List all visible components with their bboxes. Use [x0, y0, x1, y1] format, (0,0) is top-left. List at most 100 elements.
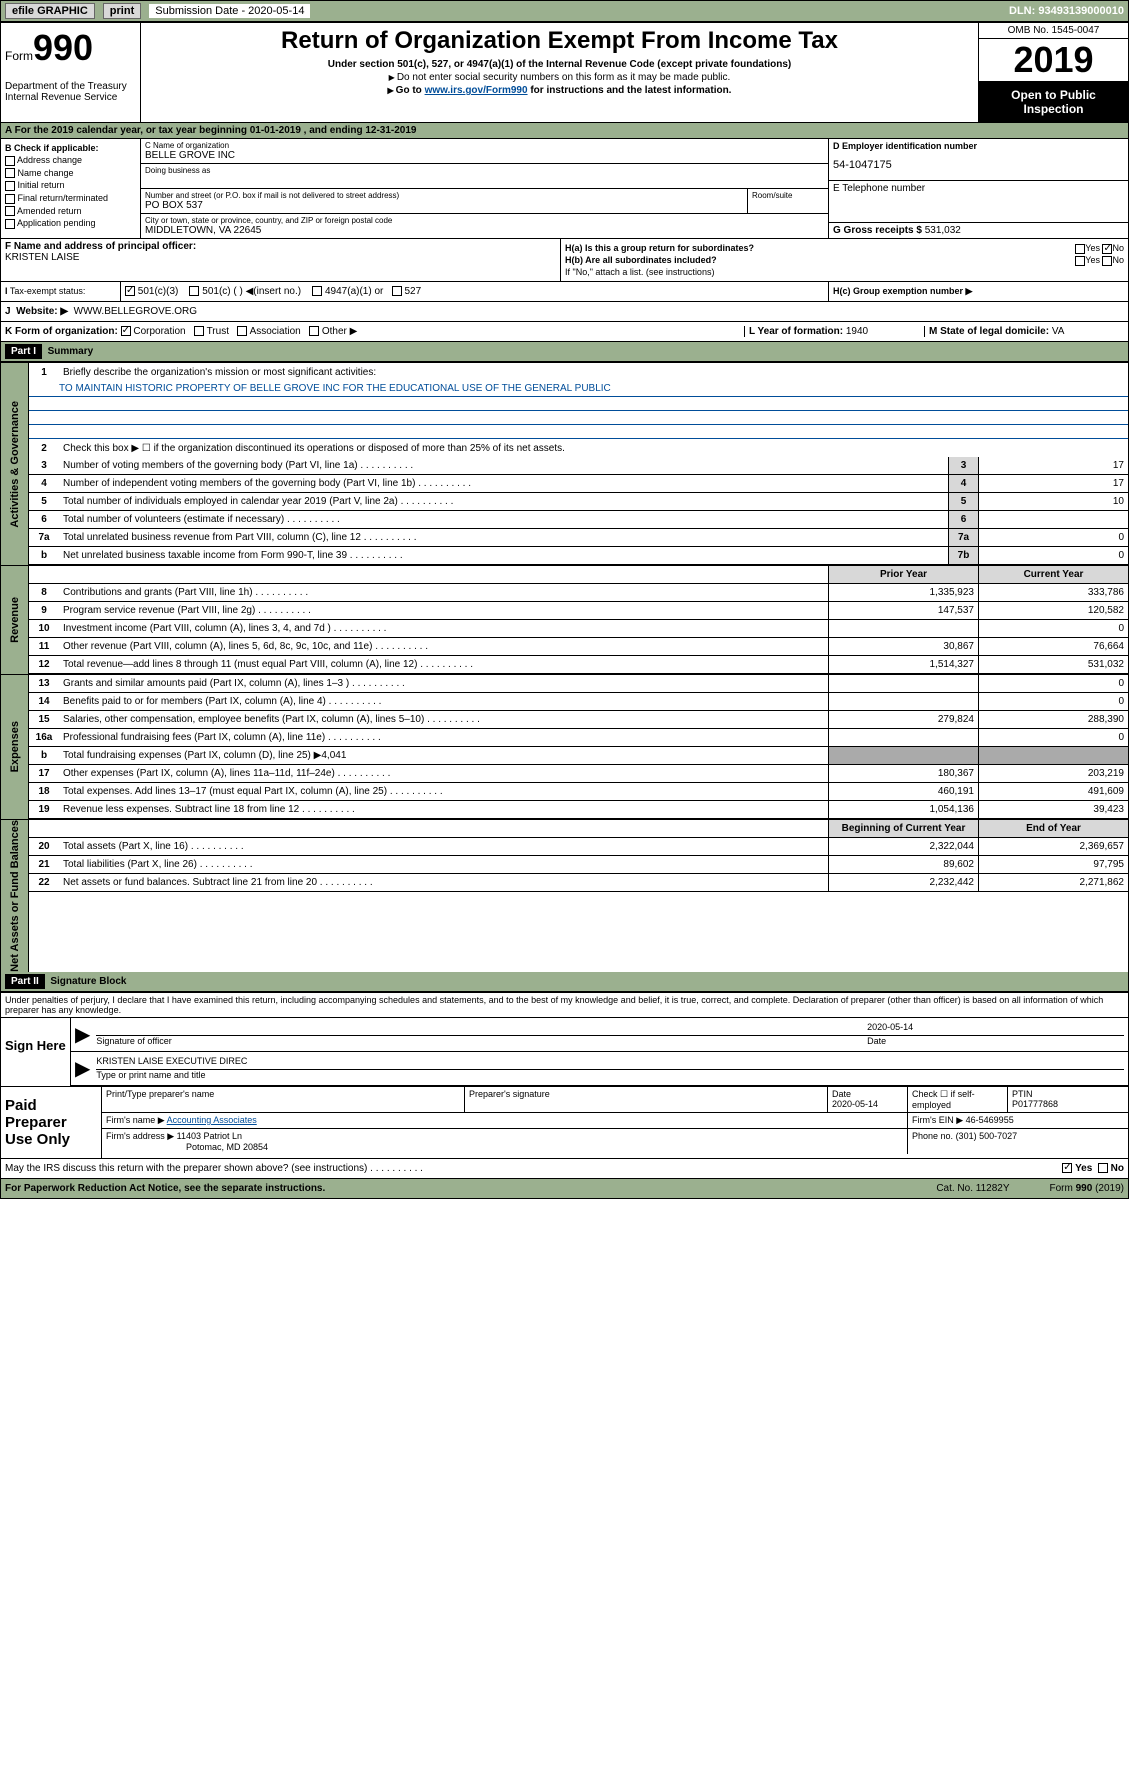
tax-year: 2019 — [979, 39, 1128, 82]
part2-header: Part II Signature Block — [1, 972, 1128, 993]
discuss-no-checkbox[interactable] — [1098, 1163, 1108, 1173]
f-label: F Name and address of principal officer: — [5, 241, 556, 252]
501c-checkbox[interactable] — [189, 286, 199, 296]
k-label: K Form of organization: — [5, 326, 118, 337]
side-expenses: Expenses — [9, 721, 21, 772]
sig-date: 2020-05-14 — [867, 1022, 1124, 1036]
discuss-yes-checkbox[interactable] — [1062, 1163, 1072, 1173]
paid-preparer-label: Paid Preparer Use Only — [1, 1087, 101, 1158]
ein-value: 54-1047175 — [833, 159, 1124, 171]
f-value: KRISTEN LAISE — [5, 252, 556, 263]
tax-year-text: For the 2019 calendar year, or tax year … — [15, 125, 417, 136]
f-officer: F Name and address of principal officer:… — [1, 239, 561, 281]
topbar: efile GRAPHIC print Submission Date - 20… — [0, 0, 1129, 22]
dln-label: DLN: 93493139000010 — [1009, 5, 1124, 17]
addr-label: Number and street (or P.O. box if mail i… — [145, 191, 743, 200]
firm-name-label: Firm's name ▶ — [106, 1115, 165, 1125]
firm-phone-label: Phone no. — [912, 1131, 953, 1141]
assoc-checkbox[interactable] — [237, 326, 247, 336]
side-netassets: Net Assets or Fund Balances — [9, 820, 21, 972]
col-b-checkboxes: B Check if applicable: Address change Na… — [1, 139, 141, 238]
gross-value: 531,032 — [925, 225, 961, 236]
b-label: B Check if applicable: — [5, 143, 136, 153]
org-name: BELLE GROVE INC — [145, 150, 824, 161]
discuss-row: May the IRS discuss this return with the… — [1, 1159, 1128, 1178]
hc-label: H(c) Group exemption number ▶ — [833, 286, 972, 296]
form-prefix: Form — [5, 49, 33, 63]
form-instructions-link[interactable]: www.irs.gov/Form990 — [425, 85, 528, 96]
sig-officer-label: Signature of officer — [96, 1036, 867, 1046]
ptin-label: PTIN — [1012, 1089, 1124, 1099]
part1-title: Summary — [48, 346, 94, 357]
sig-name: KRISTEN LAISE EXECUTIVE DIREC — [96, 1056, 1124, 1070]
b-opt-checkbox[interactable] — [5, 181, 15, 191]
part2-title: Signature Block — [50, 976, 126, 987]
corp-checkbox[interactable] — [121, 326, 131, 336]
dba-label: Doing business as — [145, 166, 824, 175]
m-value: VA — [1052, 326, 1065, 337]
501c3-checkbox[interactable] — [125, 286, 135, 296]
b-opt-checkbox[interactable] — [5, 219, 15, 229]
arrow-icon: ▶ — [75, 1022, 90, 1047]
form-number: 990 — [33, 27, 93, 68]
hb-yes-checkbox[interactable] — [1075, 256, 1085, 266]
sig-name-label: Type or print name and title — [96, 1070, 1124, 1080]
status-row: I Tax-exempt status: 501(c)(3) 501(c) ( … — [1, 282, 1128, 302]
q1-text: Briefly describe the organization's miss… — [59, 365, 1128, 380]
website-link[interactable]: WWW.BELLEGROVE.ORG — [74, 306, 197, 317]
prep-name-header: Print/Type preparer's name — [106, 1089, 460, 1099]
b-opt-checkbox[interactable] — [5, 156, 15, 166]
k-row: K Form of organization: Corporation Trus… — [1, 322, 1128, 342]
revenue-section: Revenue Prior YearCurrent Year 8Contribu… — [1, 565, 1128, 674]
ha-no-checkbox[interactable] — [1102, 244, 1112, 254]
part1-header: Part I Summary — [1, 342, 1128, 363]
prior-year-header: Prior Year — [828, 566, 978, 583]
tax-year-row: A For the 2019 calendar year, or tax yea… — [1, 123, 1128, 139]
ha-yes-checkbox[interactable] — [1075, 244, 1085, 254]
mission-text: TO MAINTAIN HISTORIC PROPERTY OF BELLE G… — [29, 381, 1128, 397]
efile-label: efile GRAPHIC — [5, 3, 95, 19]
i-options: 501(c)(3) 501(c) ( ) ◀(insert no.) 4947(… — [121, 282, 828, 301]
side-governance: Activities & Governance — [9, 401, 21, 528]
h-group: H(a) Is this a group return for subordin… — [561, 239, 1128, 281]
prep-sig-header: Preparer's signature — [469, 1089, 823, 1099]
netassets-section: Net Assets or Fund Balances Beginning of… — [1, 819, 1128, 972]
ein-label: D Employer identification number — [833, 141, 1124, 151]
b-opt-checkbox[interactable] — [5, 206, 15, 216]
prep-date: 2020-05-14 — [832, 1099, 903, 1109]
firm-ein-label: Firm's EIN ▶ — [912, 1115, 963, 1125]
city-label: City or town, state or province, country… — [145, 216, 824, 225]
b-opt-checkbox[interactable] — [5, 168, 15, 178]
paid-preparer-section: Paid Preparer Use Only Print/Type prepar… — [1, 1086, 1128, 1159]
l-value: 1940 — [846, 326, 868, 337]
form-footer: Form 990 (2019) — [1050, 1183, 1124, 1194]
b-opt-checkbox[interactable] — [5, 194, 15, 204]
header-right: OMB No. 1545-0047 2019 Open to Public In… — [978, 23, 1128, 122]
self-employed-check: Check ☐ if self-employed — [908, 1087, 1008, 1112]
end-year-header: End of Year — [978, 820, 1128, 837]
other-checkbox[interactable] — [309, 326, 319, 336]
gross-label: G Gross receipts $ — [833, 225, 922, 236]
cat-number: Cat. No. 11282Y — [936, 1183, 1009, 1194]
form-note-ssn: Do not enter social security numbers on … — [145, 72, 974, 83]
ha-label: H(a) Is this a group return for subordin… — [565, 243, 754, 253]
527-checkbox[interactable] — [392, 286, 402, 296]
trust-checkbox[interactable] — [194, 326, 204, 336]
hc-box: H(c) Group exemption number ▶ — [828, 282, 1128, 301]
goto-prefix: Go to — [396, 85, 425, 96]
addr-value: PO BOX 537 — [145, 200, 743, 211]
firm-phone: (301) 500-7027 — [956, 1131, 1018, 1141]
hb-label: H(b) Are all subordinates included? — [565, 255, 717, 265]
inspection-label: Open to Public Inspection — [979, 82, 1128, 122]
i-label: I Tax-exempt status: — [1, 282, 121, 301]
m-label: M State of legal domicile: — [929, 326, 1049, 337]
form-title: Return of Organization Exempt From Incom… — [145, 27, 974, 55]
prep-date-header: Date — [832, 1089, 903, 1099]
sign-here-label: Sign Here — [1, 1018, 71, 1086]
print-button[interactable]: print — [103, 3, 141, 19]
4947-checkbox[interactable] — [312, 286, 322, 296]
firm-addr-label: Firm's address ▶ — [106, 1131, 174, 1141]
hb-no-checkbox[interactable] — [1102, 256, 1112, 266]
firm-ein: 46-5469955 — [966, 1115, 1014, 1125]
firm-name-link[interactable]: Accounting Associates — [167, 1115, 257, 1125]
